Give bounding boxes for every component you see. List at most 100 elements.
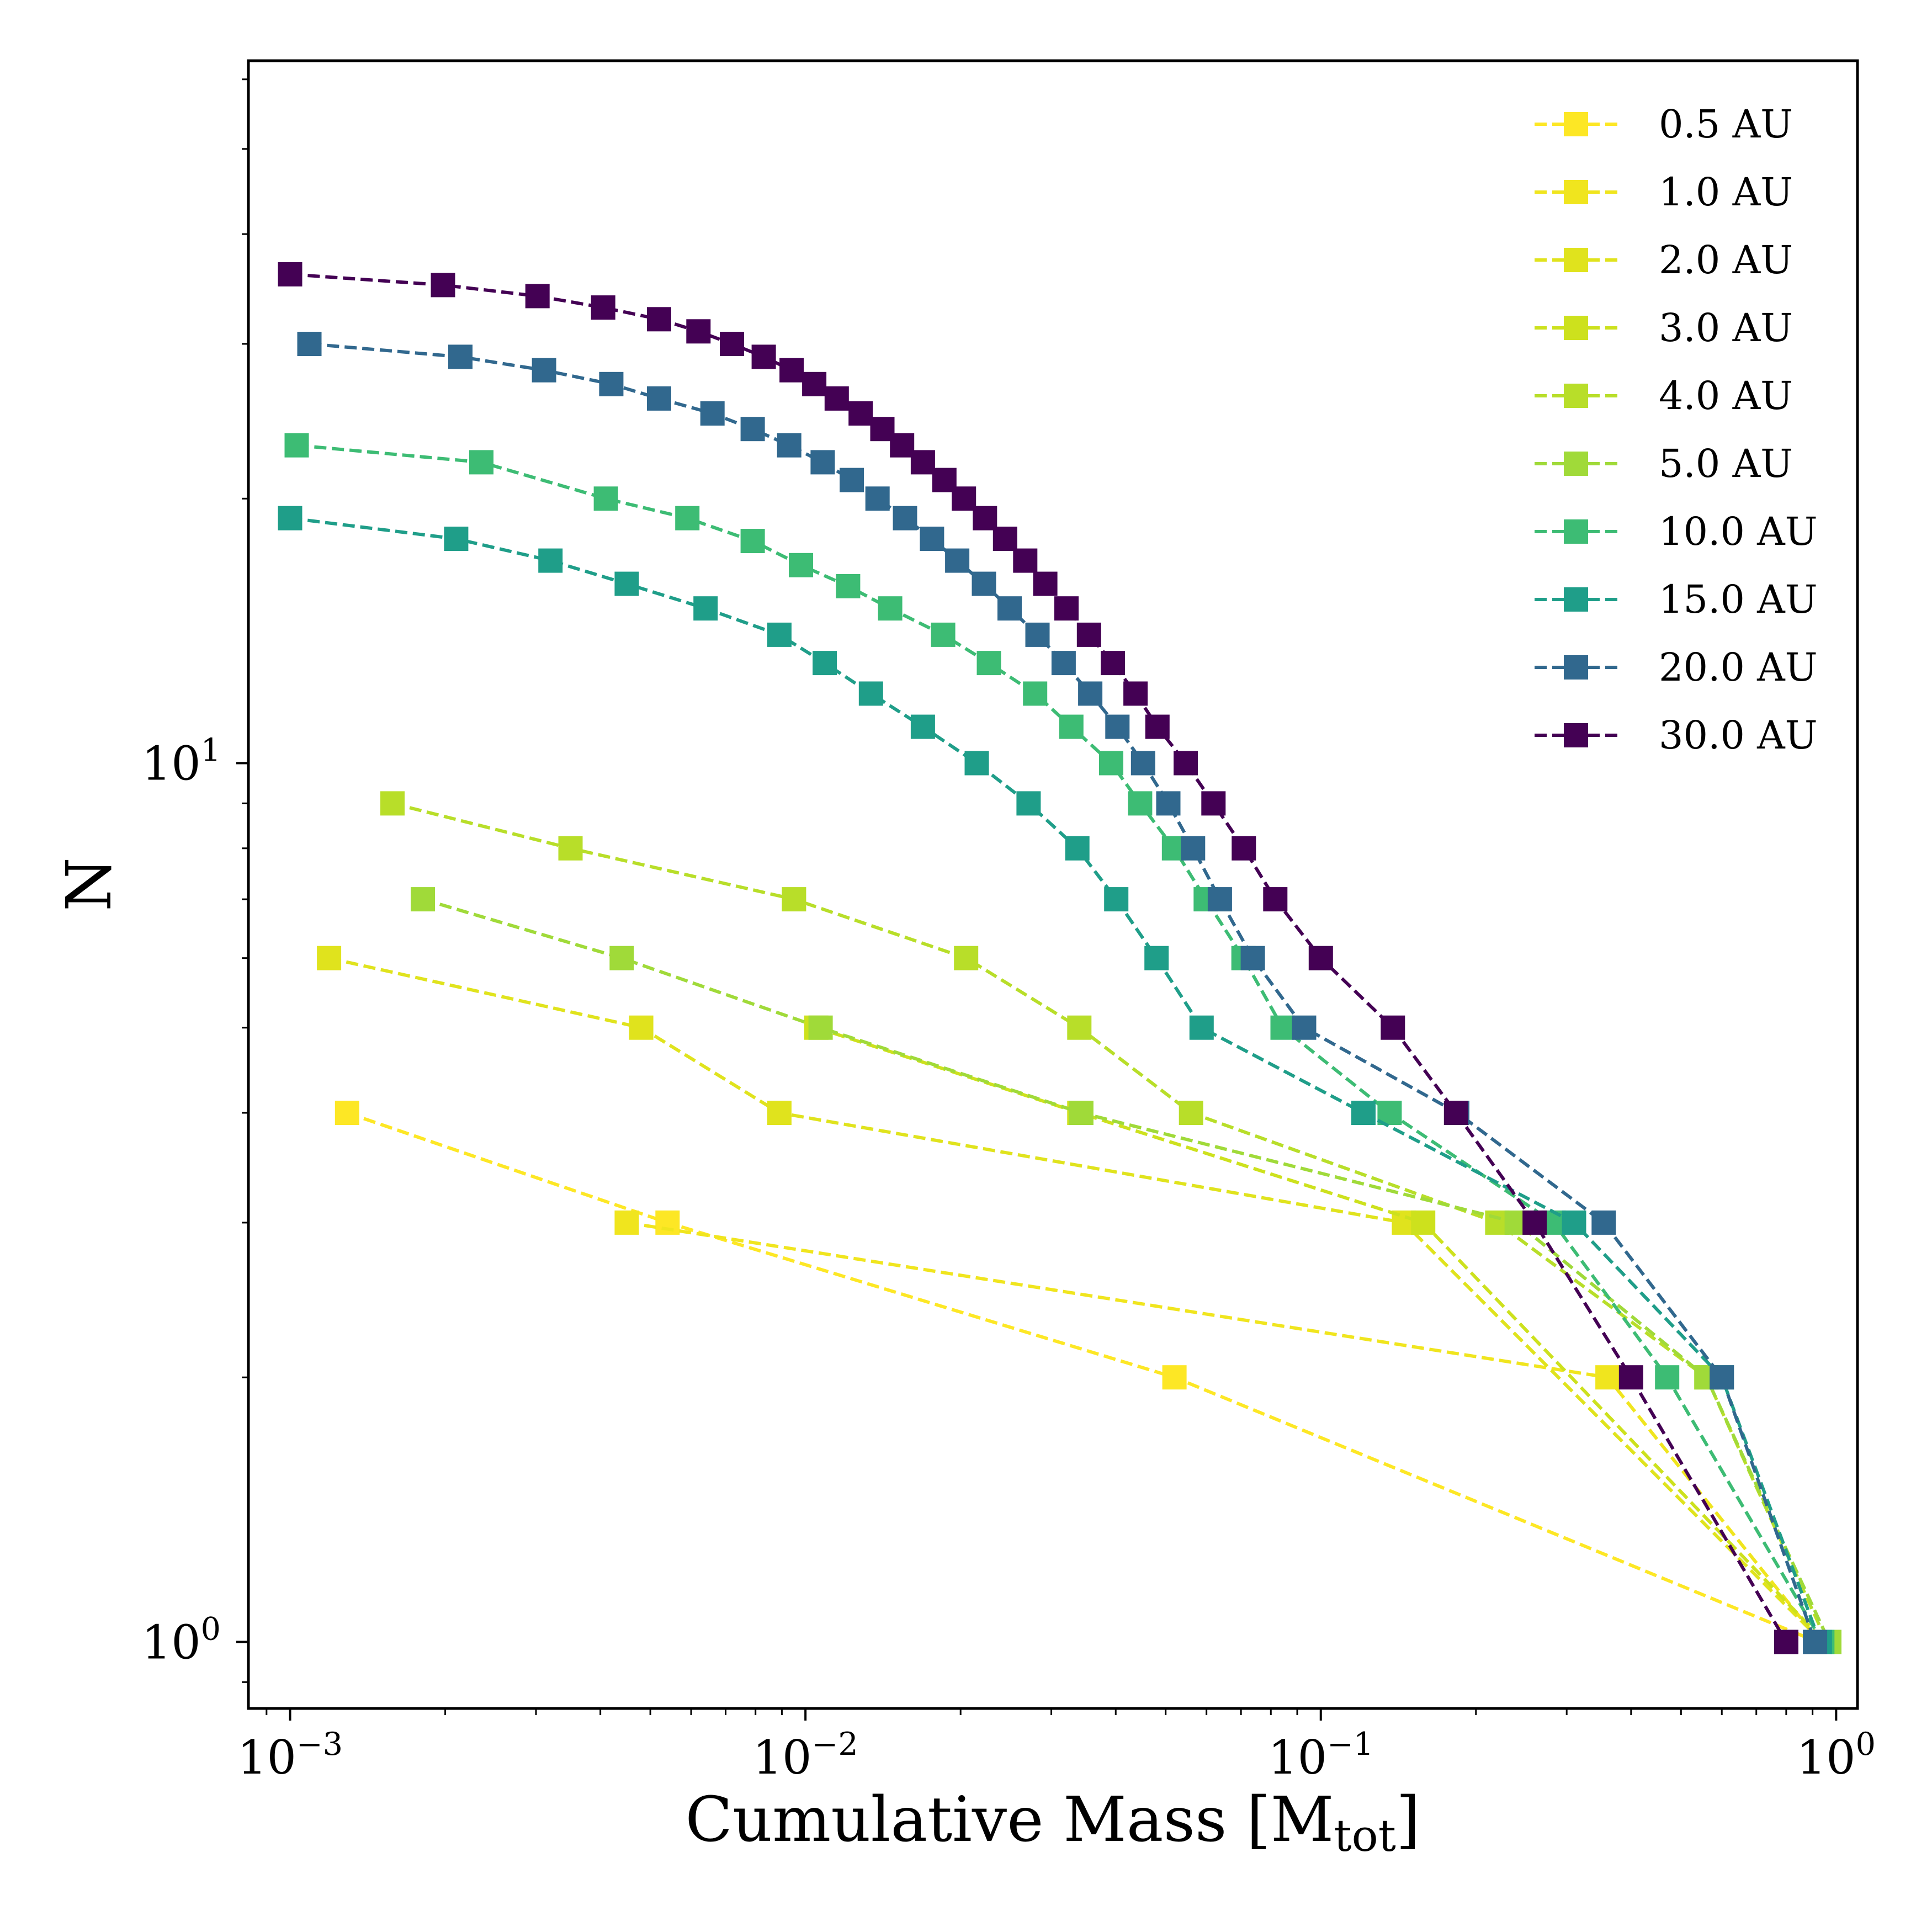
- data-point: [1162, 1365, 1187, 1390]
- data-point: [1067, 1015, 1092, 1040]
- data-point: [1655, 1365, 1680, 1390]
- data-point: [740, 529, 765, 553]
- data-point: [469, 450, 493, 475]
- data-point: [1174, 751, 1198, 776]
- legend-marker: [1564, 452, 1588, 476]
- data-point: [693, 596, 718, 621]
- legend-marker: [1564, 587, 1588, 612]
- x-axis-unit-sub: tot: [1334, 1810, 1395, 1861]
- data-point: [686, 319, 711, 344]
- data-point: [609, 946, 634, 970]
- legend-item: 3.0 AU: [1535, 305, 1793, 351]
- data-point: [1033, 571, 1058, 596]
- data-point: [448, 344, 473, 369]
- data-point: [558, 836, 583, 861]
- data-point: [614, 571, 639, 596]
- data-point: [1443, 1101, 1468, 1125]
- data-point: [1179, 1101, 1203, 1125]
- legend-label: 3.0 AU: [1659, 305, 1793, 351]
- x-axis-label-text: Cumulative Mass: [685, 1784, 1227, 1856]
- data-point: [1411, 1210, 1436, 1235]
- legend-marker: [1564, 519, 1588, 544]
- legend-item: 5.0 AU: [1535, 441, 1793, 486]
- data-point: [593, 486, 618, 511]
- data-point: [380, 791, 405, 816]
- data-point: [278, 262, 302, 286]
- data-point: [1774, 1630, 1798, 1654]
- data-point: [767, 622, 792, 647]
- data-point: [614, 1210, 639, 1235]
- y-axis-label: N: [54, 857, 125, 911]
- data-point: [782, 887, 806, 912]
- data-point: [865, 486, 890, 511]
- data-point: [599, 371, 624, 396]
- data-point: [1065, 836, 1090, 861]
- data-point: [779, 358, 804, 383]
- data-point: [1144, 946, 1169, 970]
- data-point: [1128, 791, 1153, 816]
- data-point: [1308, 946, 1333, 970]
- legend-label: 4.0 AU: [1659, 373, 1793, 418]
- data-point: [910, 450, 935, 475]
- data-point: [538, 548, 563, 573]
- legend-label: 10.0 AU: [1659, 509, 1818, 554]
- data-point: [335, 1101, 359, 1125]
- tick-label: 10−2: [753, 1726, 858, 1785]
- data-point: [1145, 714, 1170, 739]
- data-point: [1078, 681, 1103, 706]
- data-point: [910, 714, 935, 739]
- data-point: [751, 344, 776, 369]
- data-point: [1240, 946, 1265, 970]
- data-point: [810, 450, 835, 475]
- legend-marker: [1564, 180, 1588, 204]
- legend-label: 20.0 AU: [1659, 645, 1818, 690]
- data-point: [893, 506, 917, 530]
- data-point: [1595, 1365, 1620, 1390]
- data-point: [647, 386, 671, 411]
- data-point: [976, 651, 1001, 676]
- data-point: [824, 386, 849, 411]
- data-point: [808, 1015, 833, 1040]
- data-point: [1099, 751, 1123, 776]
- data-point: [973, 506, 997, 530]
- data-point: [1381, 1015, 1405, 1040]
- data-point: [591, 295, 615, 320]
- data-point: [1522, 1210, 1547, 1235]
- data-point: [1263, 887, 1288, 912]
- data-point: [740, 417, 765, 442]
- data-point: [655, 1210, 680, 1235]
- legend-item: 30.0 AU: [1535, 713, 1818, 758]
- data-point: [890, 433, 915, 458]
- data-point: [1232, 836, 1256, 861]
- data-point: [972, 571, 996, 596]
- data-point: [931, 622, 956, 647]
- data-point: [1069, 1101, 1094, 1125]
- data-point: [1051, 651, 1076, 676]
- series-line: [346, 1111, 1818, 1644]
- data-point: [1591, 1210, 1616, 1235]
- data-point: [992, 527, 1017, 551]
- data-point: [647, 307, 671, 332]
- data-point: [1054, 596, 1079, 621]
- data-point: [945, 548, 970, 573]
- data-point: [284, 433, 309, 458]
- data-point: [1101, 651, 1126, 676]
- data-point: [964, 751, 989, 776]
- legend-label: 30.0 AU: [1659, 713, 1818, 758]
- series-30-0-AU: [278, 262, 1798, 1654]
- legend-marker: [1564, 316, 1588, 340]
- data-point: [1016, 791, 1041, 816]
- x-axis-label: Cumulative Mass [Mtot]: [685, 1784, 1420, 1861]
- data-point: [1292, 1015, 1317, 1040]
- data-point: [920, 527, 944, 551]
- data-point: [1710, 1365, 1734, 1390]
- legend-item: 15.0 AU: [1535, 577, 1818, 622]
- data-point: [278, 506, 302, 530]
- data-point: [532, 358, 556, 383]
- data-point: [997, 596, 1022, 621]
- data-point: [444, 527, 469, 551]
- data-point: [1023, 681, 1048, 706]
- legend-item: 20.0 AU: [1535, 645, 1818, 690]
- legend: 0.5 AU 1.0 AU 2.0 AU 3.0 AU 4.0 AU 5.0 AU 10.0…: [1535, 102, 1818, 758]
